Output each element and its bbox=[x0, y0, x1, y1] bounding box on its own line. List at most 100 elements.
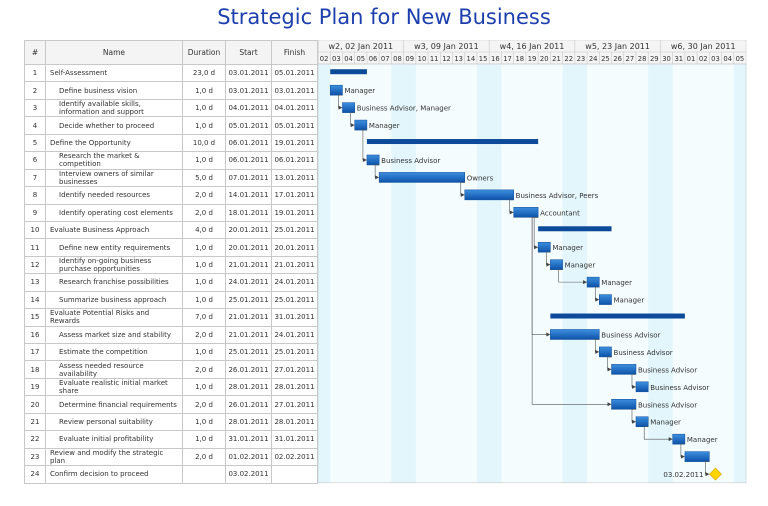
cell-duration: 1,0 d bbox=[182, 377, 226, 397]
cell-duration: 1,0 d bbox=[182, 98, 226, 118]
table-row[interactable]: 24 Confirm decision to proceed 03.02.2011 bbox=[24, 465, 318, 484]
day-label: 26 bbox=[613, 55, 622, 63]
resource-label: Manager bbox=[565, 262, 596, 270]
cell-finish: 17.01.2011 bbox=[271, 186, 318, 205]
task-bar bbox=[354, 119, 368, 131]
table-row[interactable]: 17 Estimate the competition 1,0 d 25.01.201… bbox=[24, 342, 318, 362]
task-bar bbox=[599, 346, 612, 358]
table-row[interactable]: 7 Interview owners of similar businesses 5… bbox=[24, 168, 318, 188]
cell-start: 06.01.2011 bbox=[225, 151, 272, 170]
day-label: 09 bbox=[405, 55, 414, 63]
day-label: 03 bbox=[332, 55, 341, 63]
cell-name: Identify needed resources bbox=[45, 186, 183, 205]
table-row[interactable]: 15 Evaluate Potential Risks and Rewards 7,… bbox=[24, 308, 318, 327]
cell-start: 20.01.2011 bbox=[225, 220, 272, 240]
cell-id: 24 bbox=[24, 465, 46, 484]
arrow-icon bbox=[534, 245, 539, 250]
table-row[interactable]: 23 Review and modify the strategic plan 2,… bbox=[24, 447, 318, 467]
task-bar bbox=[550, 329, 600, 340]
cell-finish: 24.01.2011 bbox=[271, 325, 318, 345]
weekend-column bbox=[476, 64, 490, 483]
table-row[interactable]: 22 Evaluate initial profitability 1,0 d 31.… bbox=[24, 430, 318, 449]
cell-name: Define business vision bbox=[45, 81, 183, 100]
table-row[interactable]: 10 Evaluate Business Approach 4,0 d 20.01.2… bbox=[24, 220, 318, 240]
col-finish[interactable]: Finish bbox=[271, 40, 318, 65]
cell-duration: 1,0 d bbox=[182, 430, 226, 449]
col-name[interactable]: Name bbox=[45, 40, 183, 65]
weekend-column bbox=[733, 64, 747, 483]
gantt-chart: w2, 02 Jan 2011 w3, 09 Jan 2011 w4, 16 Jan… bbox=[318, 40, 747, 484]
day-label: 04 bbox=[723, 55, 732, 63]
task-bar bbox=[513, 207, 539, 218]
summary-bar bbox=[330, 69, 367, 75]
cell-duration: 2,0 d bbox=[182, 395, 226, 414]
table-row[interactable]: 4 Decide whether to proceed 1,0 d 05.01.201… bbox=[24, 116, 318, 135]
cell-duration: 1,0 d bbox=[182, 255, 226, 275]
task-bar bbox=[672, 433, 686, 445]
day-label: 13 bbox=[454, 55, 463, 63]
cell-id: 5 bbox=[24, 133, 46, 153]
table-row[interactable]: 2 Define business vision 1,0 d 03.01.2011 03… bbox=[24, 81, 318, 100]
weekend-column bbox=[660, 64, 673, 483]
cell-id: 22 bbox=[24, 430, 46, 449]
cell-id: 12 bbox=[24, 255, 46, 275]
cell-duration: 2,0 d bbox=[182, 203, 226, 222]
task-bar bbox=[635, 381, 649, 393]
col-duration[interactable]: Duration bbox=[182, 40, 226, 65]
col-id[interactable]: # bbox=[24, 40, 46, 65]
cell-name: Confirm decision to proceed bbox=[45, 465, 183, 484]
cell-finish: 25.01.2011 bbox=[271, 220, 318, 240]
table-row[interactable]: 8 Identify needed resources 2,0 d 14.01.201… bbox=[24, 186, 318, 205]
task-bar bbox=[684, 451, 710, 462]
cell-finish bbox=[271, 465, 318, 484]
table-row[interactable]: 14 Summarize business approach 1,0 d 25.01.… bbox=[24, 290, 318, 310]
cell-name: Evaluate realistic initial market share bbox=[45, 377, 183, 397]
cell-finish: 27.01.2011 bbox=[271, 360, 318, 379]
cell-finish: 31.01.2011 bbox=[271, 308, 318, 327]
cell-id: 4 bbox=[24, 116, 46, 135]
arrow-icon bbox=[680, 454, 685, 459]
day-label: 20 bbox=[540, 55, 549, 63]
task-bar bbox=[599, 294, 612, 305]
day-label: 05 bbox=[736, 55, 745, 63]
resource-label: Manager bbox=[344, 87, 375, 95]
table-row[interactable]: 9 Identify operating cost elements 2,0 d 18… bbox=[24, 203, 318, 222]
table-row[interactable]: 18 Assess needed resource availability 2,0… bbox=[24, 360, 318, 379]
table-row[interactable]: 3 Identify available skills, information … bbox=[24, 98, 318, 118]
task-bar bbox=[329, 84, 343, 96]
cell-name: Research franchise possibilities bbox=[45, 273, 183, 292]
resource-label: Manager bbox=[650, 419, 681, 427]
day-label: 29 bbox=[650, 55, 659, 63]
resource-label: Owners bbox=[467, 174, 494, 182]
weekend-column bbox=[391, 64, 404, 483]
table-row[interactable]: 12 Identify on-going business purchase op… bbox=[24, 255, 318, 275]
day-label: 19 bbox=[528, 55, 537, 63]
cell-start: 24.01.2011 bbox=[225, 273, 272, 292]
table-row[interactable]: 1 Self-Assessment 23,0 d 03.01.2011 05.01.20… bbox=[24, 63, 318, 83]
col-start[interactable]: Start bbox=[225, 40, 272, 65]
table-row[interactable]: 5 Define the Opportunity 10,0 d 06.01.2011 1… bbox=[24, 133, 318, 153]
table-row[interactable]: 11 Define new entity requirements 1,0 d 20.… bbox=[24, 238, 318, 257]
table-row[interactable]: 19 Evaluate realistic initial market shar… bbox=[24, 377, 318, 397]
cell-name: Research the market & competition bbox=[45, 151, 183, 170]
task-bar bbox=[586, 276, 600, 288]
cell-start: 03.01.2011 bbox=[225, 81, 272, 100]
table-header: # Name Duration Start Finish bbox=[24, 40, 318, 65]
day-label: 28 bbox=[638, 55, 647, 63]
arrow-icon bbox=[375, 175, 380, 180]
week-label: w6, 30 Jan 2011 bbox=[671, 42, 736, 51]
table-row[interactable]: 21 Review personal suitability 1,0 d 28.01.… bbox=[24, 412, 318, 432]
task-bar bbox=[635, 416, 649, 427]
cell-duration: 2,0 d bbox=[182, 186, 226, 205]
resource-label: Business Advisor bbox=[638, 401, 697, 409]
cell-start: 05.01.2011 bbox=[225, 116, 272, 135]
day-label: 05 bbox=[356, 55, 365, 63]
cell-id: 21 bbox=[24, 412, 46, 432]
milestone-date-label: 03.02.2011 bbox=[663, 471, 703, 479]
cell-id: 10 bbox=[24, 220, 46, 240]
resource-label: Business Advisor, Peers bbox=[516, 192, 599, 200]
